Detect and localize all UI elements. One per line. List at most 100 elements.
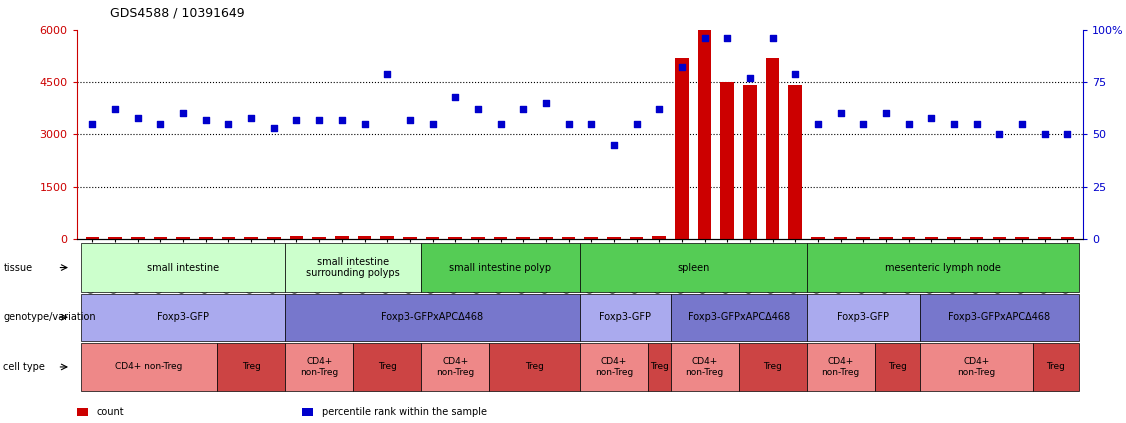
Text: Foxp3-GFPxAPCΔ468: Foxp3-GFPxAPCΔ468	[688, 312, 789, 322]
Bar	[629, 237, 643, 239]
Text: GDS4588 / 10391649: GDS4588 / 10391649	[110, 6, 245, 19]
Point	[718, 35, 736, 41]
Point	[378, 70, 396, 77]
Text: Foxp3-GFPxAPCΔ468: Foxp3-GFPxAPCΔ468	[382, 312, 483, 322]
Text: CD4+
non-Treg: CD4+ non-Treg	[686, 357, 724, 376]
Point	[1013, 121, 1031, 127]
Text: CD4+ non-Treg: CD4+ non-Treg	[116, 363, 182, 371]
Text: Treg: Treg	[525, 363, 544, 371]
Point	[446, 93, 464, 100]
Point	[832, 110, 850, 117]
Point	[650, 106, 668, 113]
Text: Treg: Treg	[650, 363, 669, 371]
Bar	[336, 236, 349, 239]
Bar	[381, 236, 394, 239]
Text: tissue: tissue	[3, 263, 33, 272]
Bar	[493, 237, 508, 239]
Point	[900, 121, 918, 127]
Bar	[1061, 237, 1074, 239]
Bar	[177, 237, 190, 239]
Bar	[222, 237, 235, 239]
Point	[106, 106, 124, 113]
Text: CD4+
non-Treg: CD4+ non-Treg	[436, 357, 474, 376]
Text: cell type: cell type	[3, 362, 45, 372]
Bar	[584, 237, 598, 239]
Point	[537, 99, 555, 106]
Point	[696, 35, 714, 41]
Bar	[426, 237, 439, 239]
Bar	[902, 237, 915, 239]
Bar	[924, 237, 938, 239]
Bar	[1016, 237, 1029, 239]
Point	[990, 131, 1008, 138]
Text: Treg: Treg	[242, 363, 260, 371]
Point	[333, 116, 351, 123]
Point	[605, 141, 623, 148]
Bar	[289, 236, 303, 239]
Bar	[743, 85, 757, 239]
Point	[492, 121, 510, 127]
Point	[945, 121, 963, 127]
Bar	[1038, 237, 1052, 239]
Point	[877, 110, 895, 117]
Point	[741, 74, 759, 81]
Text: CD4+
non-Treg: CD4+ non-Treg	[822, 357, 860, 376]
Point	[423, 121, 441, 127]
Text: CD4+
non-Treg: CD4+ non-Treg	[595, 357, 633, 376]
Bar	[811, 236, 824, 239]
Point	[1058, 131, 1076, 138]
Text: CD4+
non-Treg: CD4+ non-Treg	[300, 357, 338, 376]
Point	[197, 116, 215, 123]
Point	[83, 121, 101, 127]
Bar	[992, 237, 1007, 239]
Text: genotype/variation: genotype/variation	[3, 312, 96, 322]
Bar	[539, 237, 553, 239]
Bar	[788, 85, 802, 239]
Bar	[879, 237, 893, 239]
Bar	[153, 237, 168, 239]
Point	[287, 116, 305, 123]
Bar	[199, 237, 213, 239]
Bar	[244, 237, 258, 239]
Text: spleen: spleen	[677, 263, 709, 272]
Point	[967, 121, 985, 127]
Bar	[471, 237, 484, 239]
Point	[175, 110, 193, 117]
Bar	[358, 236, 372, 239]
Bar	[969, 237, 983, 239]
Point	[242, 114, 260, 121]
Point	[128, 114, 146, 121]
Point	[1036, 131, 1054, 138]
Point	[582, 121, 600, 127]
Text: Treg: Treg	[377, 363, 396, 371]
Bar	[947, 237, 960, 239]
Bar	[562, 237, 575, 239]
Text: small intestine
surrounding polyps: small intestine surrounding polyps	[306, 257, 400, 278]
Bar	[108, 237, 122, 239]
Point	[401, 116, 419, 123]
Text: Foxp3-GFPxAPCΔ468: Foxp3-GFPxAPCΔ468	[948, 312, 1051, 322]
Bar	[607, 237, 620, 239]
Text: CD4+
non-Treg: CD4+ non-Treg	[957, 357, 995, 376]
Text: percentile rank within the sample: percentile rank within the sample	[322, 407, 488, 417]
Text: small intestine polyp: small intestine polyp	[449, 263, 552, 272]
Bar	[857, 237, 870, 239]
Text: Foxp3-GFP: Foxp3-GFP	[599, 312, 651, 322]
Text: count: count	[97, 407, 125, 417]
Bar	[834, 237, 848, 239]
Text: Foxp3-GFP: Foxp3-GFP	[158, 312, 209, 322]
Point	[468, 106, 486, 113]
Text: Treg: Treg	[1046, 363, 1065, 371]
Bar	[676, 58, 689, 239]
Bar	[652, 236, 667, 239]
Text: Foxp3-GFP: Foxp3-GFP	[838, 312, 890, 322]
Point	[220, 121, 238, 127]
Bar	[766, 58, 779, 239]
Point	[763, 35, 781, 41]
Point	[855, 121, 873, 127]
Text: small intestine: small intestine	[148, 263, 220, 272]
Point	[356, 121, 374, 127]
Point	[922, 114, 940, 121]
Point	[151, 121, 170, 127]
Bar	[267, 237, 280, 239]
